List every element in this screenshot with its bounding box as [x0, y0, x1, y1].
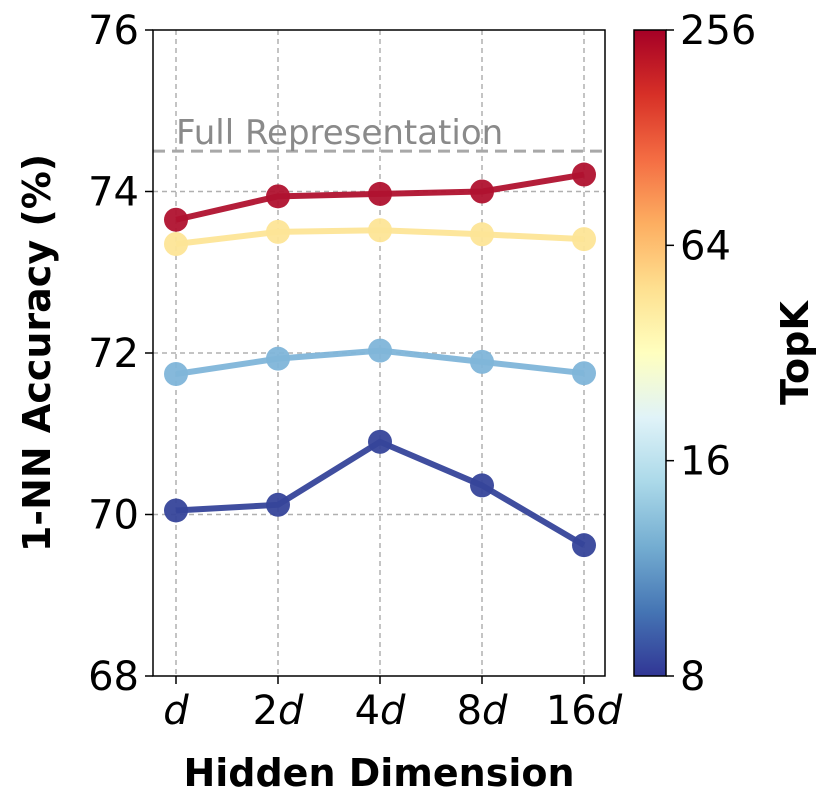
y-tick-label: 72 — [88, 331, 139, 377]
reference-line: Full Representation — [153, 113, 605, 153]
data-point — [470, 179, 494, 204]
data-point — [266, 219, 290, 244]
series-topk-16 — [164, 338, 596, 386]
colorbar: 8 16 64 256 — [633, 8, 756, 700]
data-point — [572, 227, 596, 252]
x-axis: d 2d 4d 8d 16d — [163, 676, 623, 734]
y-tick-label: 68 — [88, 654, 139, 700]
data-point — [266, 492, 290, 517]
y-axis: 68 70 72 74 76 — [88, 8, 153, 700]
x-tick-label: d — [163, 688, 189, 734]
series-topk-64 — [164, 218, 596, 256]
data-point — [368, 181, 392, 206]
x-tick-label: 16d — [546, 688, 623, 734]
y-tick-label: 70 — [88, 493, 139, 539]
series-group — [164, 162, 596, 558]
x-tick-label: 2d — [253, 688, 304, 734]
data-point — [164, 498, 188, 523]
data-point — [572, 533, 596, 558]
data-point — [368, 429, 392, 454]
colorbar-tick-label: 8 — [680, 654, 705, 700]
data-point — [266, 346, 290, 371]
x-tick-label: 8d — [457, 688, 508, 734]
data-point — [572, 162, 596, 187]
data-point — [164, 231, 188, 256]
colorbar-tick-label: 16 — [680, 439, 731, 485]
y-tick-label: 74 — [88, 170, 139, 216]
reference-line-label: Full Representation — [176, 113, 503, 153]
series-topk-8 — [164, 429, 596, 558]
data-point — [164, 361, 188, 386]
colorbar-gradient — [633, 29, 667, 677]
x-tick-label: 4d — [355, 688, 406, 734]
data-point — [368, 218, 392, 243]
series-topk-256 — [164, 162, 596, 232]
data-point — [266, 184, 290, 209]
colorbar-tick-label: 64 — [680, 223, 731, 269]
y-axis-title: 1-NN Accuracy (%) — [15, 154, 59, 552]
colorbar-title: TopK — [773, 300, 817, 405]
data-point — [470, 473, 494, 498]
data-point — [368, 338, 392, 363]
colorbar-tick-label: 256 — [680, 8, 756, 54]
data-point — [470, 222, 494, 247]
data-point — [164, 207, 188, 232]
x-axis-title: Hidden Dimension — [183, 751, 574, 795]
y-tick-label: 76 — [88, 8, 139, 54]
data-point — [470, 349, 494, 374]
data-point — [572, 361, 596, 386]
